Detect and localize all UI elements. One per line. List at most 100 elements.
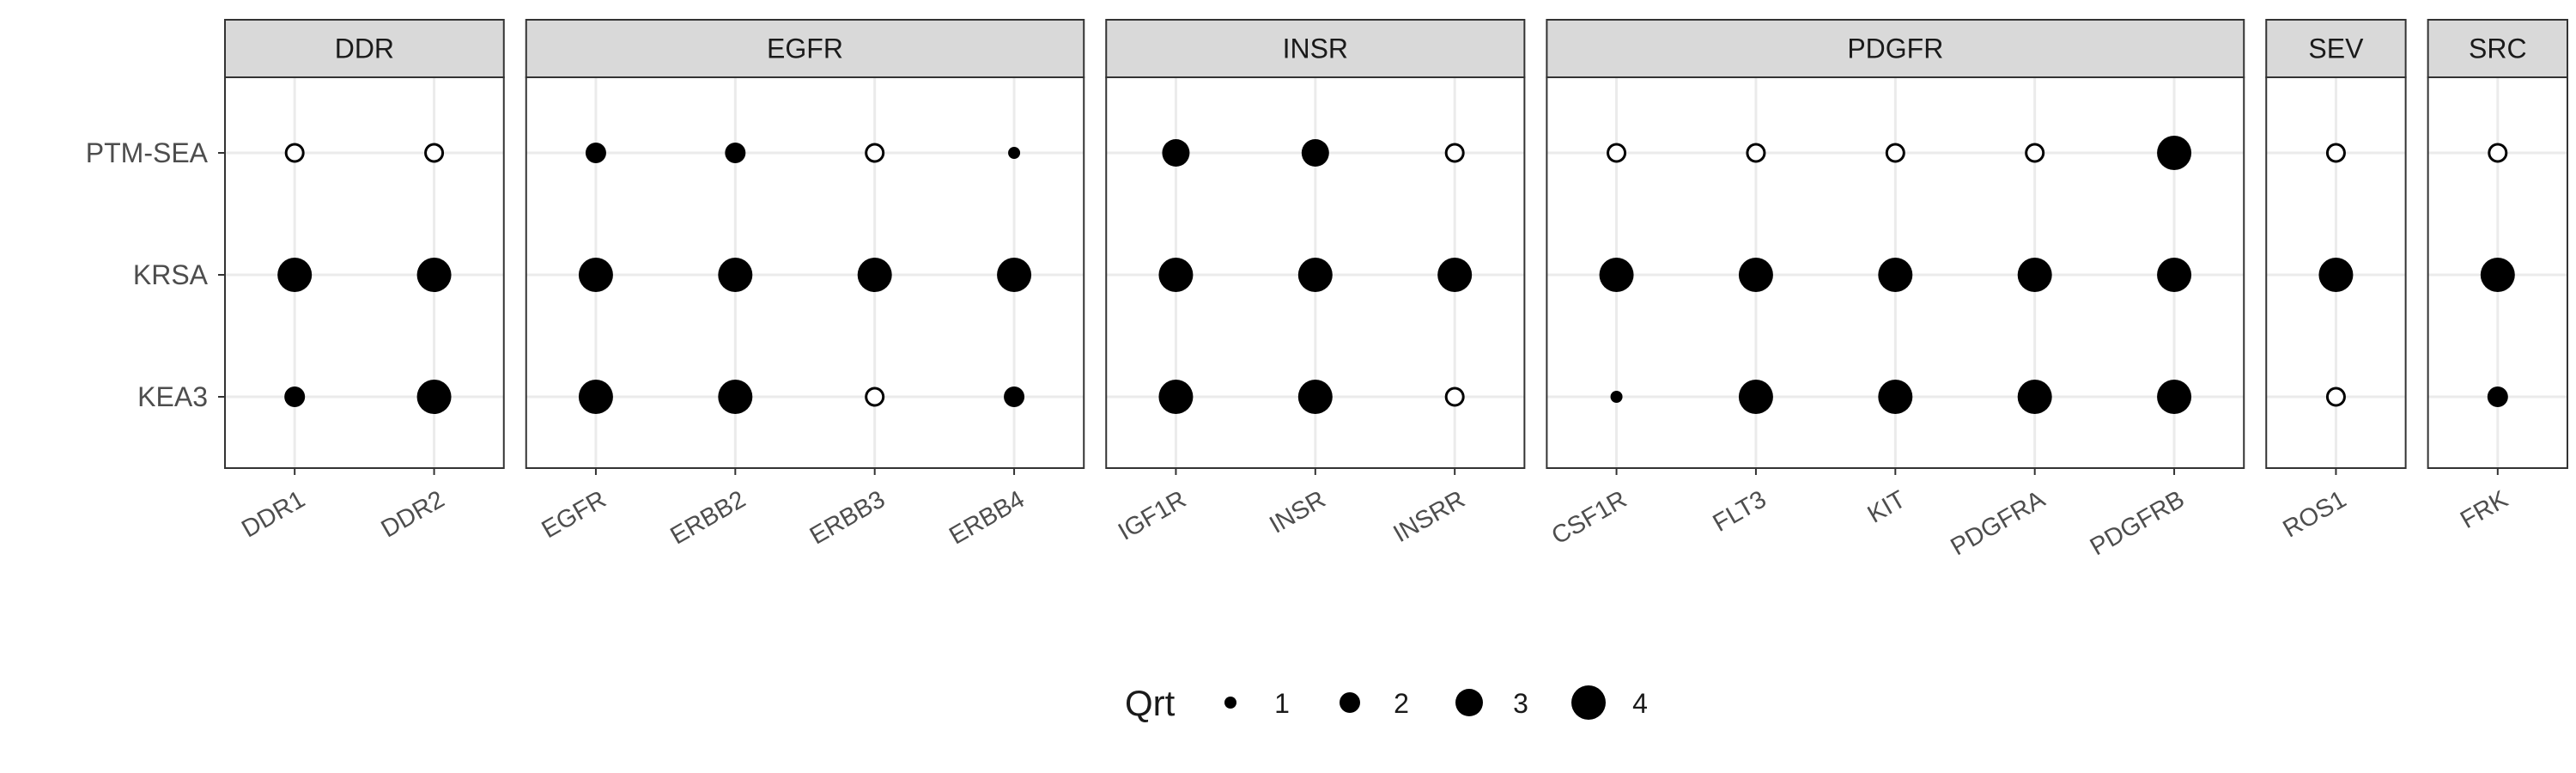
point-open: [284, 143, 305, 163]
x-tick-label: DDR1: [237, 485, 309, 543]
point-qrt-4: [1878, 258, 1913, 292]
facet-strip-label: INSR: [1283, 33, 1348, 64]
facet-pdgfr: PDGFR CSF1R FLT3 KIT PDGFRA PDGFRB: [1546, 19, 2245, 561]
x-tick-label: EGFR: [538, 485, 611, 544]
x-tick-label: ERBB2: [665, 485, 750, 550]
legend-key-3: [1455, 689, 1483, 716]
point-open: [1885, 143, 1905, 163]
x-tick-label: ROS1: [2279, 485, 2351, 543]
point-qrt-3: [1301, 139, 1329, 167]
facet-strip-label: SEV: [2308, 33, 2364, 64]
x-tick-label: INSRR: [1389, 485, 1470, 548]
point-open: [865, 386, 885, 407]
point-qrt-4: [718, 258, 753, 292]
point-qrt-4: [416, 380, 452, 414]
x-tick-label: ERBB4: [945, 485, 1029, 550]
point-open: [2488, 143, 2508, 163]
legend-label: 2: [1394, 688, 1409, 719]
point-qrt-4: [1158, 380, 1194, 414]
facet-strip-label: PDGFR: [1847, 33, 1943, 64]
legend-key-4: [1571, 685, 1606, 720]
point-qrt-4: [2017, 380, 2052, 414]
y-tick-label: PTM-SEA: [86, 137, 209, 168]
legend-label: 4: [1632, 688, 1648, 719]
facet-ddr: DDR DDR1 DDR2: [224, 19, 505, 544]
y-tick-label: KRSA: [133, 259, 209, 290]
point-qrt-2: [1004, 386, 1025, 407]
panel-border: [525, 76, 1085, 469]
facet-strip: [2265, 19, 2407, 78]
point-qrt-4: [1437, 258, 1473, 292]
point-qrt-4: [1297, 258, 1333, 292]
point-qrt-4: [1738, 258, 1773, 292]
x-tick-label: ERBB3: [805, 485, 890, 550]
point-qrt-4: [2157, 136, 2192, 170]
legend-key-1: [1224, 697, 1236, 709]
point-qrt-4: [1878, 380, 1913, 414]
point-qrt-2: [2487, 386, 2508, 407]
point-qrt-4: [277, 258, 313, 292]
point-open: [2325, 386, 2346, 407]
x-tick-label: KIT: [1863, 485, 1911, 528]
point-qrt-2: [585, 143, 606, 163]
point-open: [2325, 143, 2346, 163]
point-qrt-4: [2480, 258, 2515, 292]
legend-key-2: [1340, 692, 1360, 713]
x-tick-label: IGF1R: [1114, 485, 1191, 545]
panel-background: [225, 77, 504, 468]
point-qrt-4: [2318, 258, 2354, 292]
point-qrt-2: [284, 386, 306, 407]
point-qrt-2: [725, 143, 746, 163]
x-tick-label: PDGFRA: [1947, 485, 2050, 561]
point-qrt-4: [1297, 380, 1333, 414]
point-qrt-4: [997, 258, 1032, 292]
point-qrt-4: [2157, 258, 2192, 292]
point-qrt-1: [1610, 391, 1623, 403]
point-qrt-4: [1599, 258, 1634, 292]
point-qrt-4: [857, 258, 892, 292]
x-tick-label: DDR2: [377, 485, 449, 543]
facet-src: SRC FRK: [2427, 19, 2568, 534]
point-open: [1444, 386, 1465, 407]
facet-strip: [2427, 19, 2568, 78]
point-qrt-4: [2017, 258, 2052, 292]
point-qrt-4: [416, 258, 452, 292]
facet-strip: [1546, 19, 2245, 78]
panel-border: [224, 76, 505, 469]
x-tick-label: PDGFRB: [2086, 485, 2190, 561]
facet-strip-label: SRC: [2469, 33, 2527, 64]
point-qrt-3: [1162, 139, 1190, 167]
facet-strip-label: EGFR: [767, 33, 843, 64]
point-open: [1607, 143, 1627, 163]
x-tick-label: CSF1R: [1547, 485, 1631, 550]
x-tick-label: FRK: [2456, 485, 2513, 534]
point-open: [1444, 143, 1465, 163]
legend-title: Qrt: [1125, 683, 1176, 723]
facet-sev: SEV ROS1: [2265, 19, 2407, 544]
x-tick-label: INSR: [1265, 485, 1330, 539]
point-open: [865, 143, 885, 163]
point-qrt-4: [1738, 380, 1773, 414]
facet-egfr: EGFR EGFR ERBB2 ERBB3 ERBB4: [525, 19, 1085, 551]
panel-background: [526, 77, 1084, 468]
point-qrt-1: [1008, 147, 1021, 159]
x-tick-label: FLT3: [1709, 485, 1771, 537]
y-tick-label: KEA3: [137, 381, 208, 412]
legend-label: 3: [1513, 688, 1528, 719]
y-axis: KEA3 KRSA PTM-SEA: [86, 137, 225, 412]
point-open: [2025, 143, 2045, 163]
facet-insr: INSR IGF1R INSR INSRR: [1105, 19, 1526, 548]
point-open: [1746, 143, 1766, 163]
size-legend: Qrt 1 2 3 4: [1125, 683, 1648, 723]
point-open: [424, 143, 445, 163]
point-qrt-4: [578, 258, 613, 292]
point-qrt-4: [578, 380, 613, 414]
point-qrt-4: [1158, 258, 1194, 292]
facet-panels: DDR DDR1 DDR2 EGFR EGFR ERBB2 ERBB3 ERBB4 INSR IG…: [224, 19, 2568, 561]
legend-label: 1: [1274, 688, 1290, 719]
point-qrt-4: [2157, 380, 2192, 414]
facet-strip-label: DDR: [335, 33, 394, 64]
facet-strip: [224, 19, 505, 78]
facet-strip: [525, 19, 1085, 78]
